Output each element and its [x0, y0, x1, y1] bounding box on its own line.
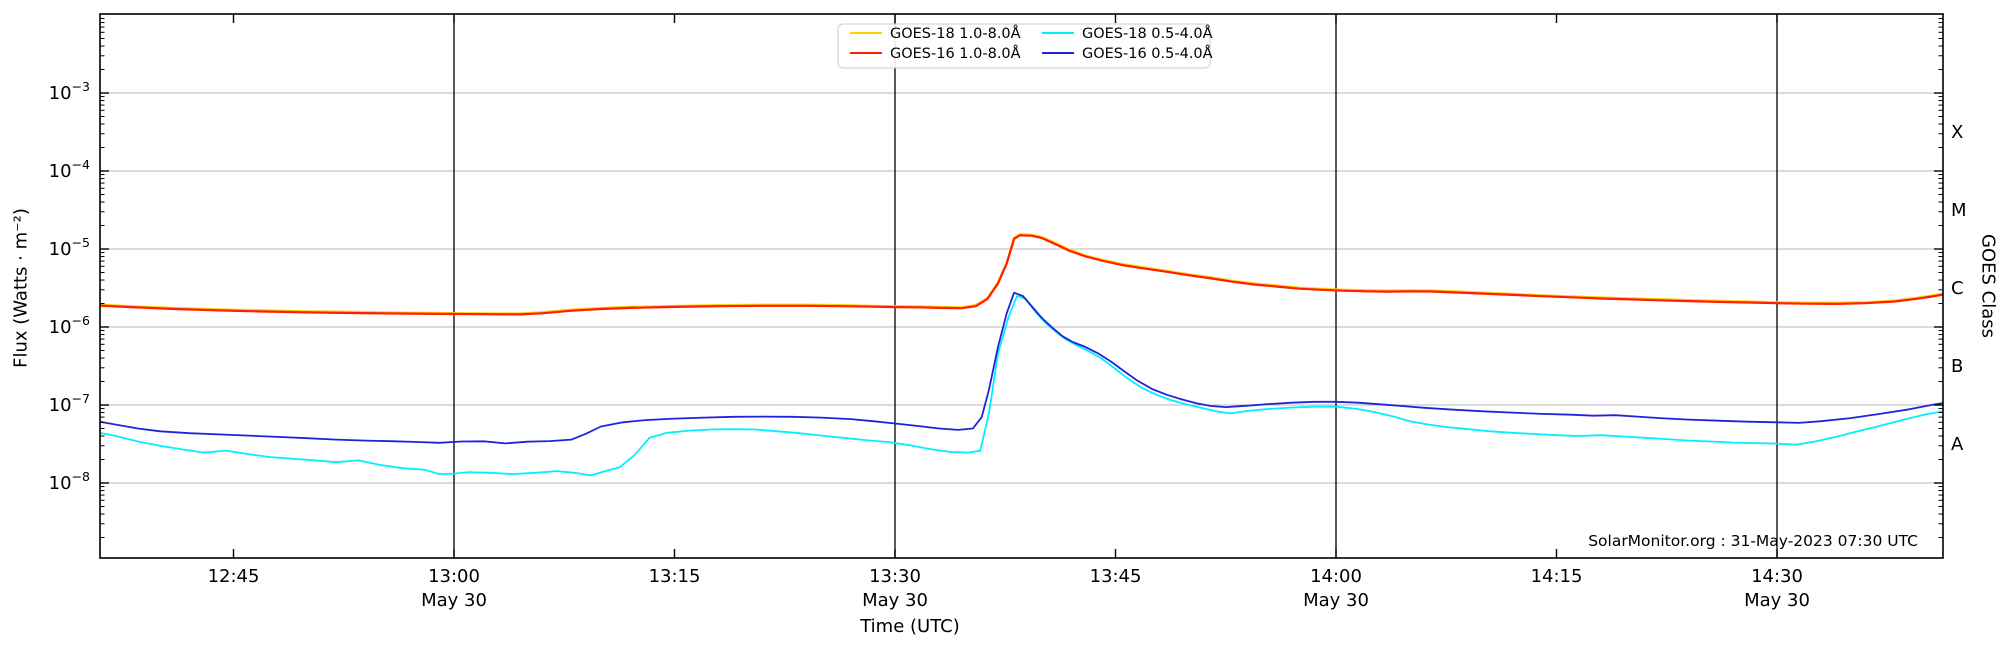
legend-entry-goes-16-1-0-8-0-: GOES-16 1.0-8.0Å: [850, 45, 1021, 62]
legend-label: GOES-16 1.0-8.0Å: [890, 45, 1021, 62]
x-tick-label: 13:15: [649, 566, 701, 587]
x-tick-label: 14:00: [1310, 566, 1362, 587]
goes-class-b: B: [1951, 356, 1963, 377]
y-axis-label-goes-class: GOES Class: [1977, 234, 1999, 338]
y-tick-label: 10−4: [49, 157, 90, 182]
series-goes-16-1-0-8-0-: [100, 234, 1943, 316]
y-ticks: [100, 18, 1943, 539]
goes-class-x: X: [1951, 122, 1963, 143]
y-tick-label: 10−6: [49, 313, 90, 338]
y-tick-label: 10−7: [49, 391, 90, 416]
legend-entry-goes-18-0-5-4-0-: GOES-18 0.5-4.0Å: [1042, 25, 1213, 42]
legend-box: [837, 23, 1211, 69]
legend-label: GOES-16 0.5-4.0Å: [1082, 45, 1213, 62]
x-ticks: 12:45 13:00 May 30 13:15 13:30 May 30 13:45 14:…: [208, 14, 1810, 611]
solarmonitor-watermark: SolarMonitor.org : 31-May-2023 07:30 UTC: [1588, 532, 1918, 550]
x-tick-label: 12:45: [208, 566, 260, 587]
x-tick-label: 13:45: [1090, 566, 1142, 587]
y-tick-labels: 10−3 10−4 10−5 10−6 10−7 10−8: [49, 79, 90, 494]
x-tick-date-label: May 30: [1303, 590, 1369, 611]
x-tick-label: 13:30: [869, 566, 921, 587]
date-vlines: [453, 14, 1778, 558]
goes-class-a: A: [1951, 434, 1964, 455]
plot-frame: [99, 13, 1944, 559]
legend-entry-goes-16-0-5-4-0-: GOES-16 0.5-4.0Å: [1042, 45, 1213, 62]
x-tick-date-label: May 30: [1744, 590, 1810, 611]
y-tick-label: 10−8: [49, 469, 90, 494]
series-goes-18-0-5-4-0-: [100, 295, 1943, 477]
goes-class-m: M: [1951, 200, 1967, 221]
legend-label: GOES-18 1.0-8.0Å: [890, 25, 1021, 42]
x-tick-label: 13:00: [428, 566, 480, 587]
series-lines: [100, 233, 1943, 477]
legend-label: GOES-18 0.5-4.0Å: [1082, 25, 1213, 42]
series-goes-18-1-0-8-0-: [100, 233, 1943, 315]
x-tick-date-label: May 30: [862, 590, 928, 611]
x-tick-label: 14:15: [1531, 566, 1583, 587]
x-tick-label: 14:30: [1751, 566, 1803, 587]
x-tick-date-label: May 30: [421, 590, 487, 611]
y-axis-label-flux: Flux (Watts · m⁻²): [10, 208, 32, 368]
series-goes-16-0-5-4-0-: [100, 291, 1943, 445]
y-tick-label: 10−5: [49, 235, 90, 260]
goes-class-c: C: [1951, 278, 1964, 299]
y-tick-label: 10−3: [49, 79, 90, 104]
legend: GOES-18 1.0-8.0Å GOES-16 1.0-8.0Å GOES-18 …: [837, 23, 1213, 69]
legend-entry-goes-18-1-0-8-0-: GOES-18 1.0-8.0Å: [850, 25, 1021, 42]
x-axis-label: Time (UTC): [860, 616, 960, 637]
decade-gridlines: [100, 92, 1943, 484]
goes-class-labels: A B C M X: [1951, 122, 1967, 455]
